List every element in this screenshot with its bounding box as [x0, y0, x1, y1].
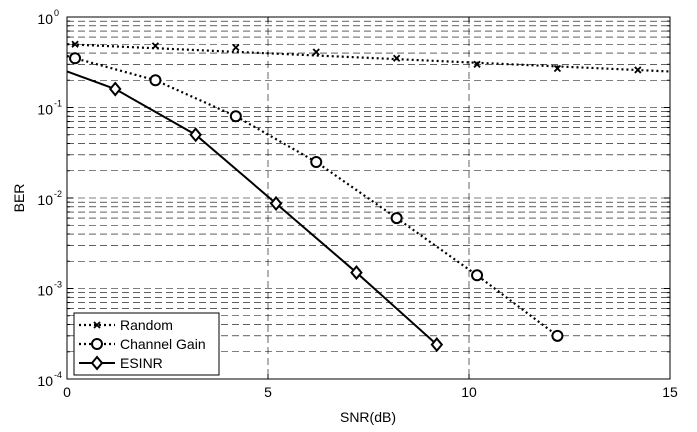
y-tick-label-exponent: -1 [54, 99, 62, 109]
legend-label-esinr: ESINR [120, 355, 163, 371]
x-marker-stroke [151, 42, 160, 50]
data-point-esinr [108, 81, 122, 97]
data-point-esinr [430, 337, 444, 353]
series-lines [66, 43, 671, 346]
x-tick-label: 5 [264, 384, 272, 400]
data-point-esinr [269, 195, 283, 212]
data-point-random [393, 54, 401, 62]
data-point-random [71, 40, 79, 48]
data-point-channel-gain [229, 110, 242, 123]
data-point-channel-gain [471, 269, 484, 282]
data-point-channel-gain [551, 329, 564, 342]
x-axis-title: SNR(dB) [340, 409, 396, 425]
y-tick-label-base: 10 [37, 102, 53, 118]
data-point-random [312, 48, 320, 56]
data-point-esinr [350, 265, 363, 281]
x-tick-label: 15 [662, 384, 678, 400]
y-tick-label-exponent: -2 [54, 189, 62, 199]
y-tick-label-base: 10 [37, 192, 53, 208]
x-tick-labels: 0 5 10 15 [63, 384, 678, 400]
legend-marker-esinr [90, 355, 104, 371]
data-point-random [151, 42, 160, 50]
x-marker-stroke [71, 40, 79, 48]
legend: Random Channel Gain ESINR [73, 312, 220, 376]
data-point-random [634, 66, 642, 74]
x-marker-stroke [393, 54, 401, 62]
y-tick-label-exponent: 0 [54, 8, 59, 18]
series-markers [69, 40, 642, 353]
series-line-random [66, 43, 671, 73]
data-point-channel-gain [149, 74, 162, 87]
legend-marker-channel-gain [91, 338, 103, 350]
legend-label-channel-gain: Channel Gain [120, 336, 206, 352]
data-point-random [553, 64, 562, 73]
data-point-esinr [189, 127, 202, 143]
data-point-channel-gain [390, 212, 403, 225]
y-tick-label-exponent: -3 [54, 280, 62, 290]
legend-label-random: Random [120, 317, 173, 333]
x-marker-stroke [473, 60, 481, 68]
data-point-channel-gain [69, 52, 82, 65]
series-line-channel-gain [66, 55, 559, 337]
data-point-random [232, 43, 240, 52]
x-marker-stroke [553, 64, 562, 73]
y-tick-label-base: 10 [37, 373, 53, 389]
x-marker-stroke [93, 321, 101, 329]
y-tick-label-base: 10 [37, 11, 53, 27]
x-tick-label: 0 [63, 384, 71, 400]
series-line-esinr [66, 70, 438, 346]
data-point-random [473, 60, 481, 68]
legend-marker-random [93, 321, 101, 329]
y-axis-title: BER [11, 184, 27, 213]
x-marker-stroke [312, 48, 320, 56]
axis-ticks [66, 16, 671, 380]
y-tick-label-base: 10 [37, 283, 53, 299]
y-tick-label-exponent: -4 [54, 370, 62, 380]
x-marker-stroke [634, 66, 642, 74]
data-point-channel-gain [310, 155, 323, 168]
x-marker-stroke [232, 43, 240, 52]
x-tick-label: 10 [461, 384, 477, 400]
